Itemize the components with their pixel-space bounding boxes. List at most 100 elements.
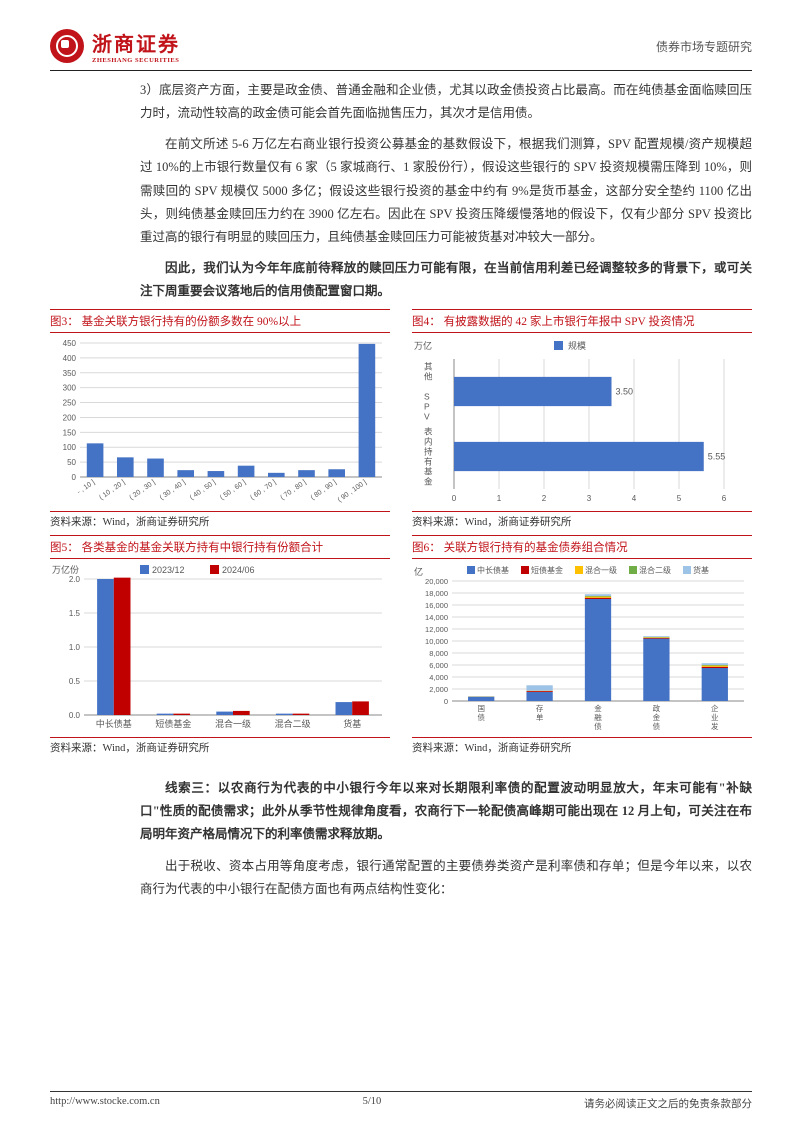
svg-text:14,000: 14,000 [425, 613, 448, 622]
svg-text:金: 金 [594, 703, 602, 713]
svg-text:行: 行 [711, 730, 719, 731]
paragraph-2: 在前文所述 5-6 万亿左右商业银行投资公募基金的基数假设下，根据我们测算，SP… [140, 133, 752, 249]
paragraph-1: 3）底层资产方面，主要是政金债、普通金融和企业债，尤其以政金债投资占比最高。而在… [140, 79, 752, 125]
svg-text:0.5: 0.5 [69, 677, 81, 686]
svg-text:0.0: 0.0 [69, 711, 81, 720]
chart3-title: 图3： 基金关联方银行持有的份额多数在 90%以上 [50, 309, 390, 333]
svg-text:3: 3 [587, 494, 592, 503]
svg-text:100: 100 [63, 443, 77, 452]
svg-text:金: 金 [653, 712, 661, 722]
svg-text:有: 有 [424, 457, 433, 467]
logo-en: ZHESHANG SECURITIES [92, 57, 180, 64]
svg-text:单: 单 [536, 712, 544, 722]
svg-text:2.0: 2.0 [69, 575, 81, 584]
svg-text:50: 50 [67, 458, 76, 467]
svg-text:( 30 , 40 ]: ( 30 , 40 ] [159, 479, 187, 502]
svg-text:( 10 , 20 ]: ( 10 , 20 ] [98, 479, 126, 502]
svg-text:- , 10 ]: - , 10 ] [76, 479, 96, 496]
svg-text:( 20 , 30 ]: ( 20 , 30 ] [128, 479, 156, 502]
chart4-title: 图4： 有披露数据的 42 家上市银行年报中 SPV 投资情况 [412, 309, 752, 333]
svg-text:V: V [424, 412, 430, 422]
svg-text:业: 业 [711, 712, 719, 722]
svg-text:他: 他 [424, 372, 433, 382]
svg-text:6,000: 6,000 [429, 661, 448, 670]
logo: 浙商证券 ZHESHANG SECURITIES [50, 28, 180, 64]
paragraph-5: 出于税收、资本占用等角度考虑，银行通常配置的主要债券类资产是利率债和存单；但是今… [140, 855, 752, 901]
svg-text:万亿: 万亿 [414, 340, 432, 351]
svg-text:( 80 , 90 ]: ( 80 , 90 ] [310, 479, 338, 502]
svg-text:融: 融 [594, 712, 602, 722]
svg-text:规模: 规模 [568, 341, 586, 351]
svg-text:4: 4 [632, 494, 637, 503]
svg-text:2: 2 [542, 494, 547, 503]
chart4-block: 图4： 有披露数据的 42 家上市银行年报中 SPV 投资情况 万亿规模0123… [412, 309, 752, 529]
svg-text:300: 300 [63, 384, 77, 393]
svg-text:短债基金: 短债基金 [155, 718, 191, 729]
header-rule [50, 70, 752, 71]
svg-text:内: 内 [424, 437, 433, 447]
svg-text:450: 450 [63, 339, 77, 348]
svg-text:6: 6 [722, 494, 727, 503]
chart6-svg: 亿中长债基短债基金混合一级混合二级货基02,0004,0006,0008,000… [412, 563, 752, 731]
chart5-source: 资料来源：Wind，浙商证券研究所 [50, 737, 390, 755]
footer-url: http://www.stocke.com.cn [50, 1096, 160, 1111]
chart3-source: 资料来源：Wind，浙商证券研究所 [50, 511, 390, 529]
svg-text:( 50 , 60 ]: ( 50 , 60 ] [219, 479, 247, 502]
svg-text:持: 持 [424, 447, 433, 457]
svg-text:短债基金: 短债基金 [531, 565, 563, 575]
svg-text:4,000: 4,000 [429, 673, 448, 682]
svg-text:货基: 货基 [693, 565, 709, 575]
svg-text:金: 金 [424, 477, 433, 487]
svg-text:表: 表 [424, 427, 433, 437]
footer-disclaimer: 请务必阅读正文之后的免责条款部分 [584, 1096, 752, 1111]
svg-text:存: 存 [536, 703, 544, 713]
chart5-block: 图5： 各类基金的基金关联方持有中银行持有份额合计 万亿份2023/122024… [50, 535, 390, 755]
svg-text:债: 债 [653, 721, 661, 731]
svg-text:( 90 , 100 ]: ( 90 , 100 ] [337, 479, 368, 504]
svg-text:20,000: 20,000 [425, 577, 448, 586]
chart6-source: 资料来源：Wind，浙商证券研究所 [412, 737, 752, 755]
svg-text:150: 150 [63, 428, 77, 437]
svg-text:基: 基 [424, 467, 433, 477]
svg-text:其: 其 [424, 362, 433, 372]
svg-text:200: 200 [63, 414, 77, 423]
footer-page: 5/10 [363, 1096, 382, 1111]
svg-text:混合一级: 混合一级 [215, 718, 251, 729]
chart5-title: 图5： 各类基金的基金关联方持有中银行持有份额合计 [50, 535, 390, 559]
chart4-svg: 万亿规模01234563.50其他 SPV5.55表内持有基金 [412, 337, 752, 505]
footer: http://www.stocke.com.cn 5/10 请务必阅读正文之后的… [50, 1091, 752, 1111]
svg-text:3.50: 3.50 [616, 387, 634, 397]
svg-text:16,000: 16,000 [425, 601, 448, 610]
svg-text:( 70 , 80 ]: ( 70 , 80 ] [279, 479, 307, 502]
svg-text:亿: 亿 [414, 566, 423, 577]
svg-text:混合二级: 混合二级 [275, 718, 311, 729]
svg-text:债: 债 [477, 712, 485, 722]
logo-cn: 浙商证券 [92, 28, 180, 57]
chart5-svg: 万亿份2023/122024/060.00.51.01.52.0中长债基短债基金… [50, 563, 390, 731]
svg-text:( 60 , 70 ]: ( 60 , 70 ] [249, 479, 277, 502]
svg-text:1.0: 1.0 [69, 643, 81, 652]
svg-text:( 40 , 50 ]: ( 40 , 50 ] [189, 479, 217, 502]
chart4-source: 资料来源：Wind，浙商证券研究所 [412, 511, 752, 529]
svg-text:万亿份: 万亿份 [52, 564, 79, 575]
svg-text:S: S [424, 392, 430, 402]
svg-text:400: 400 [63, 354, 77, 363]
logo-icon [50, 29, 84, 63]
svg-text:10,000: 10,000 [425, 637, 448, 646]
svg-text:5.55: 5.55 [708, 452, 726, 462]
svg-text:5: 5 [677, 494, 682, 503]
paragraph-4: 线索三：以农商行为代表的中小银行今年以来对长期限利率债的配置波动明显放大，年末可… [140, 777, 752, 846]
svg-text:1: 1 [497, 494, 502, 503]
svg-text:2023/12: 2023/12 [152, 565, 185, 575]
svg-text:国: 国 [477, 704, 485, 713]
svg-text:12,000: 12,000 [425, 625, 448, 634]
svg-text:货基: 货基 [343, 718, 361, 729]
svg-text:发: 发 [711, 721, 719, 731]
svg-text:企: 企 [711, 703, 719, 713]
header-subtitle: 债券市场专题研究 [656, 38, 752, 55]
svg-text:8,000: 8,000 [429, 649, 448, 658]
svg-text:350: 350 [63, 369, 77, 378]
chart3-block: 图3： 基金关联方银行持有的份额多数在 90%以上 05010015020025… [50, 309, 390, 529]
chart6-block: 图6： 关联方银行持有的基金债券组合情况 亿中长债基短债基金混合一级混合二级货基… [412, 535, 752, 755]
svg-text:2,000: 2,000 [429, 685, 448, 694]
